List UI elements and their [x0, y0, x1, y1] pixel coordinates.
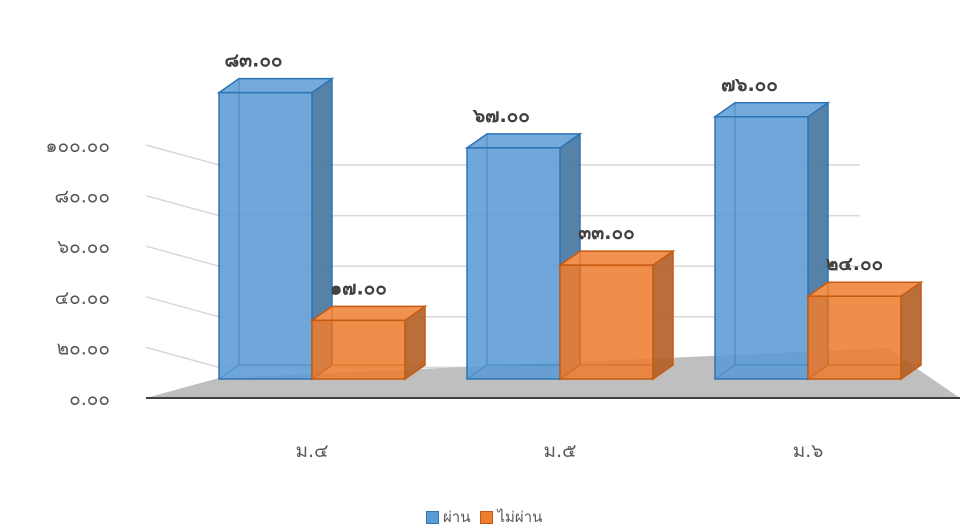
legend-item-fail: ไม่ผ่าน [480, 505, 542, 529]
gridline-diagonal [146, 347, 219, 367]
x-axis: ม.๔ ม.๕ ม.๖ [296, 440, 824, 462]
gridline-diagonal [146, 196, 219, 216]
bars [219, 79, 921, 379]
x-tick-label: ม.๖ [793, 440, 824, 462]
data-label-pass-3: ๗๖.๐๐ [721, 74, 778, 96]
data-label-pass-2: ๖๗.๐๐ [472, 105, 530, 127]
data-label-pass-1: ๘๓.๐๐ [224, 50, 282, 72]
y-tick-label: ๐.๐๐ [69, 388, 110, 410]
y-tick-label: ๑๐๐.๐๐ [46, 135, 111, 157]
x-tick-label: ม.๕ [544, 440, 577, 462]
bar-fail-3 [808, 282, 921, 379]
gridline-diagonal [146, 297, 219, 317]
y-tick-label: ๒๐.๐๐ [57, 337, 110, 359]
y-tick-label: ๘๐.๐๐ [55, 186, 111, 208]
data-label-fail-1: ๑๗.๐๐ [330, 277, 387, 299]
legend-swatch-fail [480, 511, 493, 524]
y-tick-label: ๔๐.๐๐ [55, 287, 110, 309]
legend-label-pass: ผ่าน [443, 505, 470, 529]
legend-swatch-pass [426, 511, 439, 524]
bar-fail-1 [312, 306, 425, 379]
data-label-fail-2: ๓๓.๐๐ [578, 222, 634, 244]
legend-label-fail: ไม่ผ่าน [497, 505, 542, 529]
y-tick-label: ๖๐.๐๐ [57, 236, 110, 258]
gridline-diagonal [146, 145, 219, 165]
legend-item-pass: ผ่าน [426, 505, 470, 529]
data-label-fail-3: ๒๔.๐๐ [826, 253, 883, 275]
gridline-diagonal [146, 246, 219, 266]
legend: ผ่าน ไม่ผ่าน [426, 506, 552, 528]
y-axis: ๐.๐๐ ๒๐.๐๐ ๔๐.๐๐ ๖๐.๐๐ ๘๐.๐๐ ๑๐๐.๐๐ [46, 135, 111, 410]
bar-fail-2 [560, 251, 673, 379]
x-tick-label: ม.๔ [296, 440, 329, 462]
